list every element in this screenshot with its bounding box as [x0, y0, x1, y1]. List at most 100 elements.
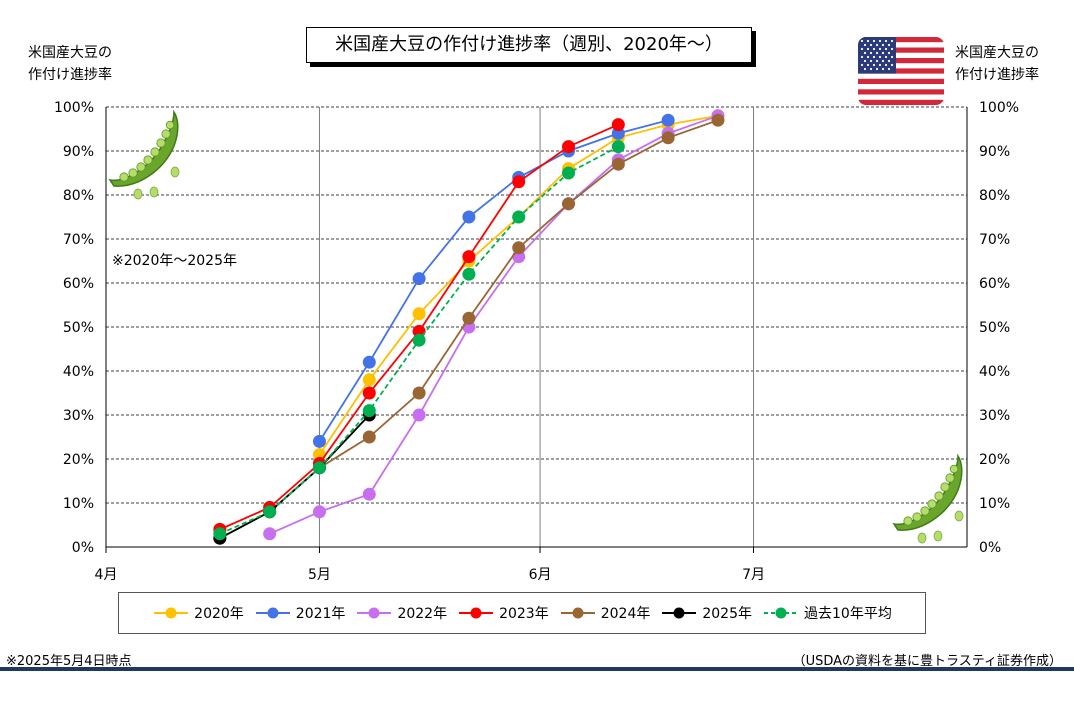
series-1-point	[462, 210, 476, 224]
right-axis-title-line-2: 作付け進捗率	[955, 67, 1039, 83]
y-tick-label-right: 10%	[979, 496, 1010, 512]
y-tick-label-left: 30%	[63, 408, 94, 424]
y-tick-label-left: 20%	[63, 452, 94, 468]
series-6-point	[412, 333, 426, 347]
footer-source-note: （USDAの資料を基に豊トラスティ証券作成）	[792, 654, 1062, 669]
series-3-point	[611, 118, 625, 132]
y-tick-label-right: 80%	[979, 188, 1010, 204]
range-note: ※2020年～2025年	[112, 253, 237, 269]
x-tick-label: 7月	[742, 567, 765, 583]
series-4-point	[661, 131, 675, 145]
series-2-point	[412, 408, 426, 422]
y-tick-label-left: 0%	[72, 540, 94, 556]
legend-marker-dot	[368, 607, 380, 619]
legend-marker	[662, 607, 697, 619]
y-tick-label-right: 20%	[979, 452, 1010, 468]
series-4-point	[462, 311, 476, 325]
series-4-point	[611, 157, 625, 171]
legend-marker	[154, 607, 189, 619]
legend-marker-dot	[673, 607, 685, 619]
legend-marker	[255, 607, 290, 619]
y-tick-label-left: 70%	[63, 232, 94, 248]
legend-item-2: 2022年	[355, 603, 447, 623]
x-tick-label: 4月	[95, 567, 118, 583]
series-3-point	[362, 386, 376, 400]
legend-item-6: 過去10年平均	[762, 603, 892, 623]
legend-item-4: 2024年	[559, 603, 651, 623]
legend-item-5: 2025年	[660, 603, 752, 623]
legend-item-1: 2021年	[254, 603, 346, 623]
legend-label: 2020年	[194, 606, 244, 622]
y-tick-label-left: 80%	[63, 188, 94, 204]
x-tick-label: 6月	[529, 567, 552, 583]
legend-marker	[459, 607, 494, 619]
pea-pod-icon	[108, 109, 180, 200]
series-2-point	[362, 487, 376, 501]
legend-marker-dot	[267, 607, 279, 619]
y-tick-label-left: 90%	[63, 144, 94, 160]
legend-marker-dot	[775, 607, 787, 619]
series-line-0	[318, 114, 719, 456]
series-1-point	[362, 355, 376, 369]
y-tick-label-right: 70%	[979, 232, 1010, 248]
series-1-point	[412, 272, 426, 286]
legend-marker-dot	[470, 607, 482, 619]
series-4-point	[412, 386, 426, 400]
series-6-point	[213, 527, 227, 541]
series-3-point	[462, 250, 476, 264]
us-flag-icon	[858, 37, 944, 105]
y-tick-label-left: 100%	[54, 100, 94, 116]
left-axis-title-line-1: 米国産大豆の	[28, 45, 112, 61]
series-line-5	[219, 414, 370, 539]
series-4-point	[711, 113, 725, 127]
chart-title: 米国産大豆の作付け進捗率（週別、2020年～）	[306, 27, 752, 63]
series-line-2	[269, 114, 719, 535]
bottom-divider	[0, 667, 1074, 671]
series-6-point	[611, 140, 625, 154]
series-0-point	[412, 307, 426, 321]
legend-item-0: 2020年	[152, 603, 244, 623]
y-tick-label-right: 0%	[979, 540, 1001, 556]
series-6-point	[312, 461, 326, 475]
legend-marker	[357, 607, 392, 619]
legend-marker-dot	[165, 607, 177, 619]
y-tick-label-right: 100%	[979, 100, 1019, 116]
series-6-point	[512, 210, 526, 224]
series-4-point	[562, 197, 576, 211]
legend-marker-dot	[572, 607, 584, 619]
y-tick-label-left: 60%	[63, 276, 94, 292]
legend-label: 2024年	[600, 606, 651, 622]
y-tick-label-right: 60%	[979, 276, 1010, 292]
pea-pod-icon	[892, 453, 964, 544]
series-3-point	[562, 140, 576, 154]
chart-legend: 2020年 2021年 2022年 2023年 2024年 2025年 過去10年平均	[118, 592, 926, 634]
legend-label: 2025年	[702, 606, 752, 622]
x-tick-label: 5月	[308, 567, 331, 583]
series-4-point	[362, 430, 376, 444]
legend-label: 過去10年平均	[804, 606, 892, 622]
legend-marker	[560, 607, 595, 619]
y-tick-label-right: 30%	[979, 408, 1010, 424]
left-axis-title: 米国産大豆の 作付け進捗率	[28, 42, 112, 86]
y-tick-label-left: 50%	[63, 320, 94, 336]
series-4-point	[512, 241, 526, 255]
legend-marker	[764, 607, 798, 619]
legend-label: 2021年	[295, 606, 346, 622]
series-6-point	[462, 267, 476, 281]
y-tick-label-left: 40%	[63, 364, 94, 380]
right-axis-title: 米国産大豆の 作付け進捗率	[955, 42, 1039, 86]
right-axis-title-line-1: 米国産大豆の	[955, 45, 1039, 61]
series-1-point	[312, 434, 326, 448]
series-1-point	[661, 113, 675, 127]
footer-date-note: ※2025年5月4日時点	[6, 654, 132, 669]
series-6-point	[263, 505, 277, 519]
y-tick-label-right: 40%	[979, 364, 1010, 380]
series-2-point	[312, 505, 326, 519]
y-tick-label-right: 90%	[979, 144, 1010, 160]
legend-label: 2022年	[397, 606, 448, 622]
series-6-point	[362, 404, 376, 418]
left-axis-title-line-2: 作付け進捗率	[28, 67, 112, 83]
y-tick-label-left: 10%	[63, 496, 94, 512]
series-line-1	[318, 119, 669, 442]
